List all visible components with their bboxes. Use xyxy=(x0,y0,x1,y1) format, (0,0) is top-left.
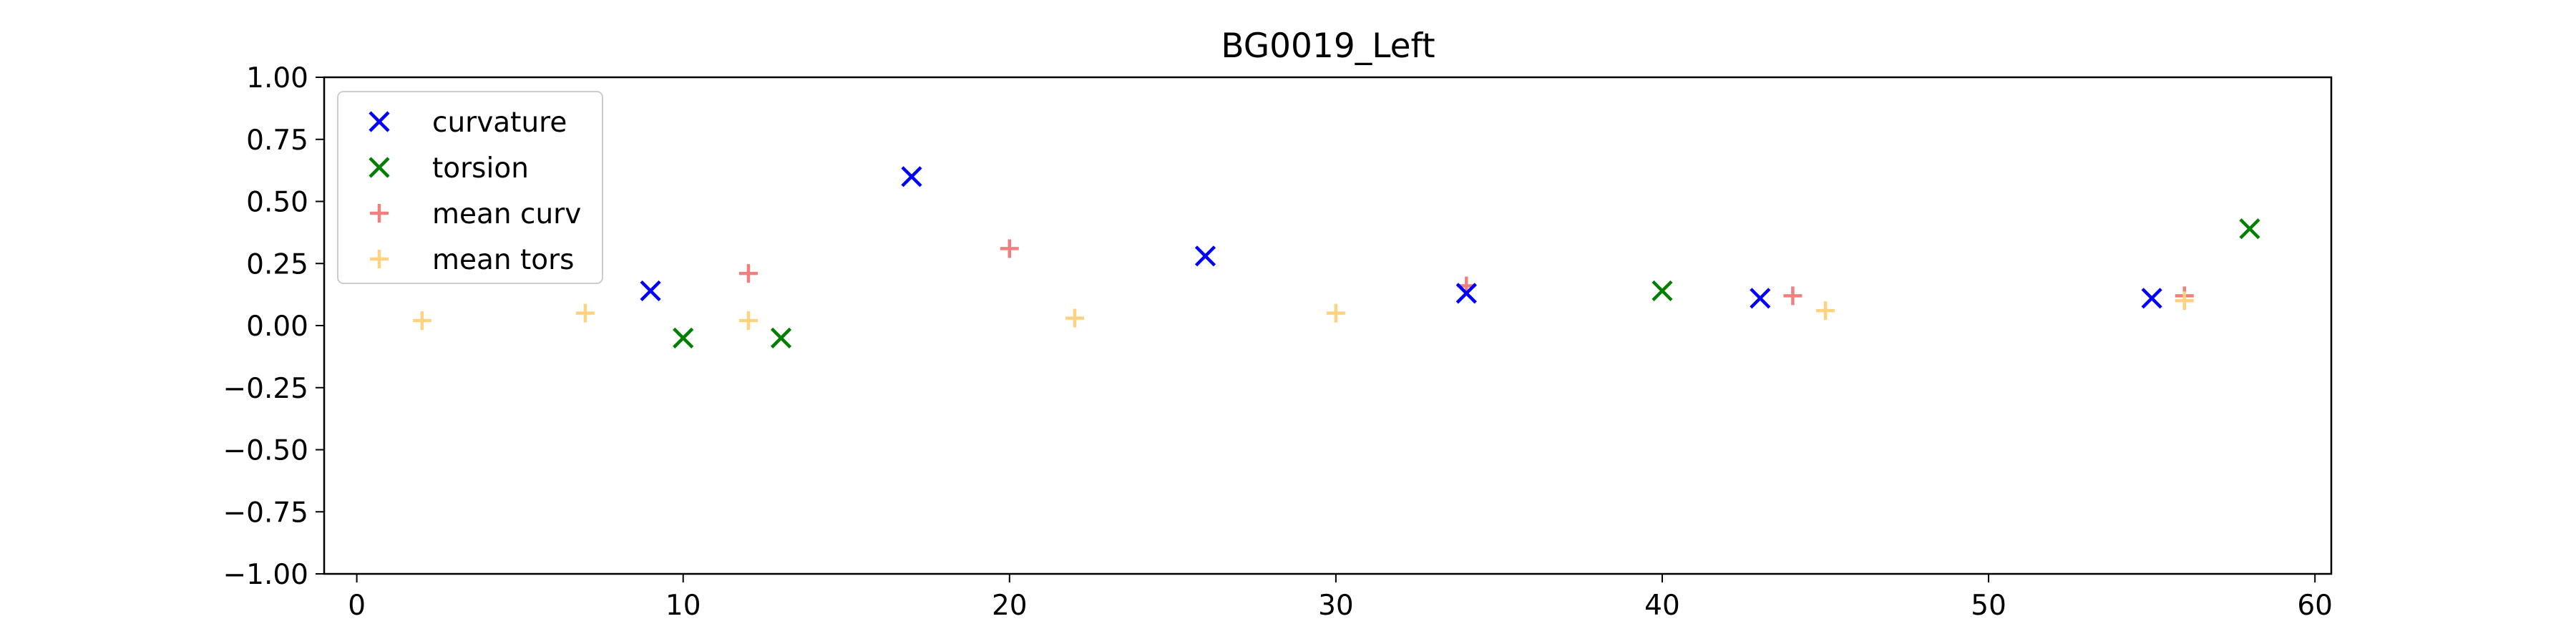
data-point-torsion xyxy=(770,327,792,348)
x-tick-label: 20 xyxy=(992,590,1028,622)
y-tick-label: −0.75 xyxy=(223,497,308,529)
data-point-mean-tors xyxy=(738,311,758,331)
data-point-mean-curv xyxy=(1783,286,1802,306)
y-tick-label: 0.25 xyxy=(246,248,308,280)
legend-label: mean tors xyxy=(432,244,575,276)
plot-points xyxy=(412,166,2260,348)
data-point-mean-curv xyxy=(738,264,758,283)
y-tick-label: 0.00 xyxy=(246,311,308,343)
legend-label: curvature xyxy=(432,107,567,139)
x-tick-label: 10 xyxy=(665,590,701,622)
data-point-curvature xyxy=(1750,288,1771,309)
legend-label: mean curv xyxy=(432,198,581,230)
data-point-curvature xyxy=(640,280,661,302)
data-point-mean-tors xyxy=(1326,303,1345,323)
data-point-mean-tors xyxy=(1816,301,1835,321)
plot-frame xyxy=(323,76,2333,575)
x-tick-label: 30 xyxy=(1318,590,1354,622)
data-point-curvature xyxy=(1194,245,1216,267)
legend-marker xyxy=(369,157,390,178)
legend: curvature torsion mean curv mean tors xyxy=(337,91,603,284)
data-point-torsion xyxy=(673,327,694,348)
y-tick-label: −1.00 xyxy=(223,559,308,591)
data-point-mean-tors xyxy=(1065,308,1085,328)
data-point-torsion xyxy=(2239,218,2260,240)
x-tick-label: 0 xyxy=(348,590,366,622)
data-point-mean-tors xyxy=(412,311,431,331)
y-tick-label: 0.75 xyxy=(246,125,308,157)
y-tick-label: 1.00 xyxy=(246,62,308,94)
data-point-mean-tors xyxy=(575,303,595,323)
chart-title: BG0019_Left xyxy=(1221,26,1435,66)
x-axis: 0 10 20 30 40 50 60 xyxy=(348,574,2333,622)
y-tick-label: −0.50 xyxy=(223,435,308,467)
y-tick-label: 0.50 xyxy=(246,187,308,219)
legend-label: torsion xyxy=(432,152,529,185)
x-tick-label: 50 xyxy=(1971,590,2006,622)
y-axis: 1.00 0.75 0.50 0.25 0.00 −0.25 −0.50 −0.75 −1.00 xyxy=(223,62,324,591)
x-tick-label: 60 xyxy=(2297,590,2333,622)
data-point-torsion xyxy=(1652,280,1673,302)
data-point-curvature xyxy=(2141,288,2162,309)
data-point-curvature xyxy=(901,166,922,187)
y-tick-label: −0.25 xyxy=(223,373,308,405)
data-point-mean-curv xyxy=(1000,239,1019,258)
data-point-curvature xyxy=(1455,283,1477,304)
x-tick-label: 40 xyxy=(1644,590,1680,622)
legend-box xyxy=(337,91,603,284)
legend-marker xyxy=(369,111,390,132)
legend-marker xyxy=(370,250,389,268)
data-point-mean-tors xyxy=(2175,291,2194,311)
legend-marker xyxy=(370,204,389,223)
